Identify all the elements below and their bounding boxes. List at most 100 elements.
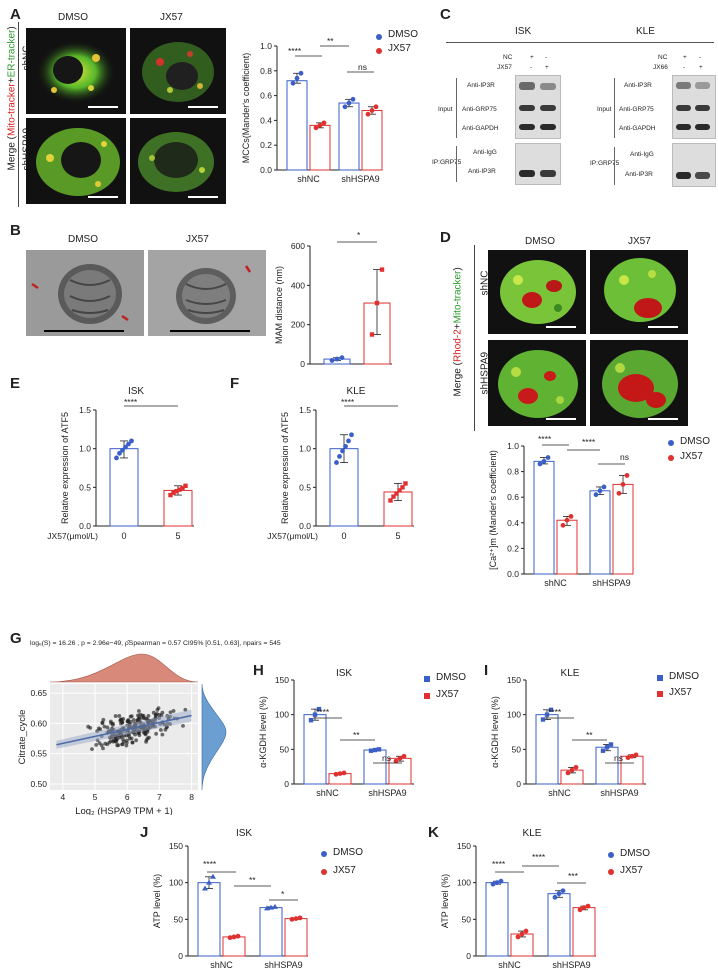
- chart-d-ytick-label-5: 1.0: [507, 441, 519, 451]
- chart-g-point-184: [136, 709, 141, 713]
- chart-e-bar-0-point-5: [129, 438, 134, 444]
- chart-a-bar-shhspa9-dmso-point-2: [350, 96, 356, 102]
- chart-g-point-183: [144, 716, 149, 721]
- chart-g-point-31: [131, 718, 136, 722]
- panel-c-isk-ip-bracket: [456, 146, 457, 182]
- chart-i-bar-shhspa9-jx57: [620, 755, 644, 785]
- chart-h-bar-shnc-dmso-point-1: [312, 712, 318, 717]
- chart-e-bar-0-point-4: [126, 441, 131, 447]
- chart-g-point-87: [137, 733, 142, 738]
- panel-h-chart: 0 50 100 150 α-KGDH level (%) ISK shNC shHSPA9: [258, 668, 414, 798]
- chart-g-point-206: [158, 728, 163, 732]
- panel-b-tem-jx57: [148, 250, 266, 336]
- panel-k-stat-right: ***: [568, 871, 578, 881]
- chart-e-xlabel-prefix: JX57(μmol/L): [47, 531, 98, 541]
- panel-d-micrograph-shhspa9-jx57: [590, 340, 688, 426]
- chart-d-ytick-label-0: 0.0: [507, 569, 519, 579]
- chart-g-point-101: [101, 717, 106, 722]
- panel-f-chart: 0.0 0.5 1.0 1.5 Relative expression of ATF5 K…: [267, 386, 414, 541]
- chart-g-point-201: [144, 738, 149, 742]
- chart-g-point-179: [96, 726, 101, 731]
- chart-i-bar-shhspa9-dmso-point-1: [604, 745, 610, 750]
- chart-k-xlabel-shhspa9: shHSPA9: [552, 960, 590, 970]
- chart-k-bar-shhspa9-dmso-point-1: [556, 891, 562, 897]
- panel-d-divider: [474, 245, 475, 431]
- panel-d-micrograph-shnc-jx57: [590, 250, 688, 334]
- panel-a-chart: 0.0 0.2 0.4 0.6 0.8 1.0 MCCs(Mander's coeffici…: [241, 41, 383, 184]
- chart-d-bar-shhspa9-dmso-point-1: [597, 488, 603, 494]
- chart-b-bar-1-point-0: [369, 332, 375, 337]
- panel-c-kle-row-ip-ip3r: Anti-IP3R: [625, 171, 653, 178]
- chart-e-ytick-label-0: 0.0: [79, 521, 91, 531]
- panel-f-stat: ****: [341, 397, 355, 407]
- chart-d-bar-shnc-dmso: [533, 460, 555, 575]
- chart-e-bar-1-point-3: [177, 487, 182, 492]
- panel-a-legend-dmso: DMSO: [388, 29, 418, 40]
- chart-h-bar-shnc-jx57-point-0: [333, 771, 339, 777]
- panel-d-col-jx57: JX57: [628, 236, 651, 247]
- chart-g-point-30: [90, 747, 94, 752]
- chart-h-ytick-label-1: 50: [280, 744, 290, 754]
- panel-g-label: G: [10, 630, 22, 647]
- chart-b-bar-0-point-2: [339, 355, 345, 361]
- chart-f-title: KLE: [347, 386, 366, 397]
- chart-f-bar-1-point-2: [394, 491, 399, 496]
- chart-a-bar-shhspa9-dmso-point-0: [342, 104, 348, 110]
- chart-k-xlabel-shnc: shNC: [498, 960, 521, 970]
- panel-a-micrograph-shhspa9-dmso: [26, 118, 126, 204]
- chart-i-ytick-label-2: 100: [507, 710, 521, 720]
- panel-a-legend-jx57-dot: [376, 48, 382, 54]
- chart-k-ylabel: ATP level (%): [440, 874, 450, 928]
- panel-b-col-dmso: DMSO: [68, 234, 98, 245]
- chart-a-bar-shhspa9-jx57-point-1: [369, 108, 375, 113]
- chart-h-ylabel: α-KGDH level (%): [258, 696, 268, 768]
- chart-g-ytick-label-0: 0.50: [30, 779, 47, 789]
- panel-b-tem-dmso: [26, 250, 144, 336]
- chart-g-point-142: [113, 739, 117, 744]
- panel-c-isk-row-igg: Anti-IgG: [473, 149, 497, 156]
- chart-f-bar-1-point-5: [403, 481, 408, 486]
- chart-k-bar-shnc-jx57-point-0: [515, 934, 521, 940]
- chart-g-point-156: [141, 715, 146, 720]
- chart-f-bar-1-point-1: [391, 494, 396, 499]
- chart-k-ytick-label-1: 50: [462, 914, 472, 924]
- chart-g-point-192: [102, 724, 107, 729]
- chart-a-ytick-label-3: 0.6: [260, 91, 272, 101]
- chart-i-bar-shhspa9-jx57-point-1: [629, 753, 635, 759]
- chart-g-point-143: [154, 731, 159, 736]
- chart-j-bar-shnc-jx57-point-1: [231, 934, 237, 940]
- chart-j-bar-shhspa9-jx57-point-0: [289, 916, 295, 922]
- panel-c-kle-nc-lane2: -: [699, 54, 702, 61]
- panel-c-isk: ISK: [515, 26, 532, 37]
- chart-a-bar-shnc-jx57-point-0: [313, 125, 319, 131]
- panel-a-col-jx57: JX57: [160, 12, 183, 23]
- chart-g-point-185: [128, 714, 133, 719]
- panel-j-legend-dmso: DMSO: [333, 847, 363, 858]
- chart-d-bar-shnc-jx57-point-1: [564, 517, 570, 523]
- chart-a-xlabel-shhspa9: shHSPA9: [341, 174, 379, 184]
- chart-g-point-193: [129, 736, 134, 741]
- chart-g-fit-line: [56, 714, 192, 746]
- panel-i-legend-dmso: DMSO: [669, 671, 699, 682]
- panel-c-kle-input-label: Input: [597, 106, 612, 113]
- chart-i-ylabel: α-KGDH level (%): [490, 696, 500, 768]
- chart-j-bar-shhspa9-jx57: [284, 918, 308, 957]
- panel-i-legend-jx57: JX57: [669, 687, 692, 698]
- chart-i-bar-shhspa9-dmso-point-0: [600, 748, 606, 753]
- chart-g-ytick-label-3: 0.65: [30, 688, 47, 698]
- panel-a-legend-jx57: JX57: [388, 43, 411, 54]
- chart-i-bar-shnc-dmso-point-2: [548, 707, 554, 713]
- chart-d-bar-shnc-jx57: [556, 519, 578, 575]
- panel-h-stat-span: **: [353, 730, 360, 740]
- chart-i-bar-shnc-jx57-point-2: [573, 764, 579, 770]
- chart-k-bar-shnc-dmso: [485, 882, 509, 957]
- panel-d-stat-right: ns: [620, 452, 629, 462]
- chart-e-ylabel: Relative expression of ATF5: [60, 412, 70, 524]
- chart-g-point-133: [125, 719, 130, 724]
- panel-i-chart: 0 50 100 150 α-KGDH level (%) KLE shNC shHSPA9: [490, 668, 646, 798]
- chart-a-bar-shnc-dmso-point-2: [298, 70, 304, 76]
- panel-j-label: J: [140, 824, 149, 841]
- chart-a-ylabel: MCCs(Mander's coefficient): [241, 53, 251, 164]
- chart-e-bar-1-point-2: [174, 489, 179, 494]
- chart-k-bar-shhspa9-dmso: [547, 893, 571, 957]
